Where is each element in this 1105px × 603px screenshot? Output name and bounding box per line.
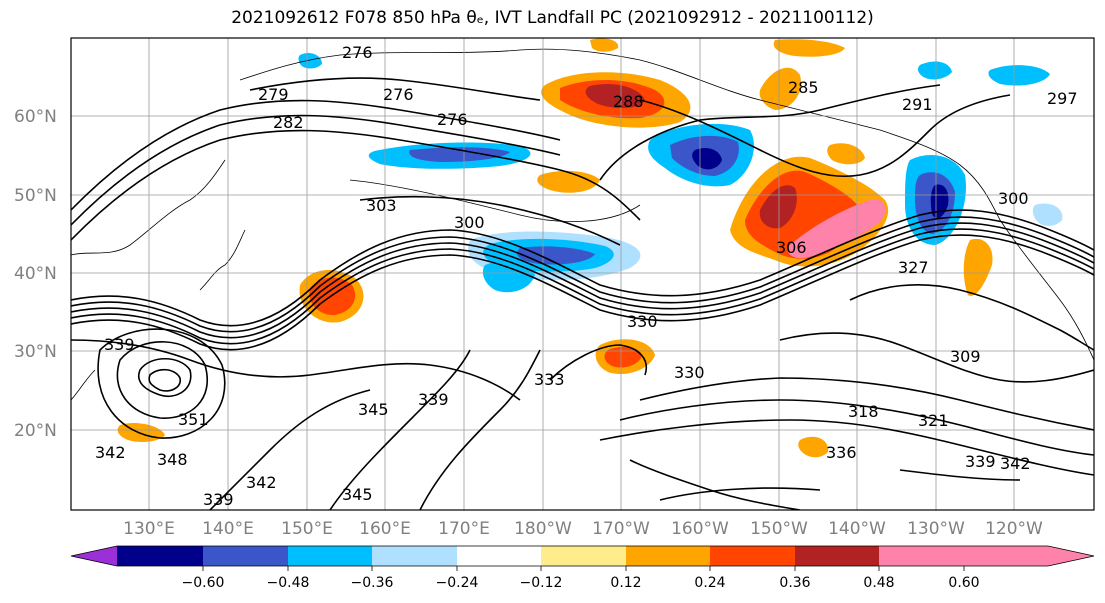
latitude-labels: 20°N 30°N 40°N 50°N 60°N [14,107,57,441]
contour-label: 279 [258,85,289,104]
colorbar-tick-label: 0.24 [694,575,725,591]
colorbar-tick-label: 0.60 [948,575,979,591]
contour-label: 342 [95,443,126,462]
contour-label: 330 [674,363,705,382]
lon-label: 160°E [359,519,411,539]
colorbar-segment [457,546,541,566]
contour-label: 285 [788,78,819,97]
contour-label: 336 [826,443,857,462]
lon-label: 150°E [281,519,333,539]
contour-label: 351 [178,410,209,429]
colorbar-tick-label: −0.12 [520,575,563,591]
contour-label: 333 [534,370,565,389]
contour-label: 339 [965,452,996,471]
lat-label: 20°N [14,421,57,441]
contour-label: 276 [383,85,414,104]
lon-label: 170°W [592,519,650,539]
colorbar-segment [203,546,288,566]
contour-label: 345 [358,400,389,419]
colorbar-tick-label: −0.36 [351,575,394,591]
lat-label: 50°N [14,186,57,206]
colorbar-segment [541,546,626,566]
contour-label: 306 [776,238,807,257]
lon-label: 150°W [750,519,808,539]
colorbar-tick-label: 0.48 [863,575,894,591]
colorbar-tick-label: 0.36 [779,575,810,591]
contour-label: 297 [1047,89,1078,108]
coastlines [71,48,1094,401]
longitude-labels: 130°E 140°E 150°E 160°E 170°E 180°W 170°… [123,519,1043,539]
colorbar-tick-label: −0.48 [267,575,310,591]
contour-label: 339 [203,490,234,509]
contour-labels: 276 279 282 276 276 288 285 291 297 303 … [95,43,1078,509]
contour-label: 303 [366,196,397,215]
contour-label: 342 [1000,454,1031,473]
contour-label: 300 [454,213,485,232]
contour-label: 276 [342,43,373,62]
colorbar-tick-label: −0.60 [182,575,225,591]
contour-label: 348 [157,450,188,469]
colorbar-segment [879,546,964,566]
colorbar-segment [626,546,710,566]
colorbar-segment [117,546,203,566]
contour-label: 345 [342,485,373,504]
theta-e-contours [71,77,1094,510]
lon-label: 170°E [438,519,490,539]
contour-label: 282 [273,113,304,132]
colorbar-extend-low [71,546,117,566]
contour-label: 309 [950,347,981,366]
lon-label: 180°W [514,519,572,539]
lat-label: 40°N [14,264,57,284]
contour-label: 327 [898,258,929,277]
colorbar-tick-label: −0.24 [436,575,479,591]
colorbar-extend-high [964,546,1094,566]
lat-label: 60°N [14,107,57,127]
colorbar-segment [795,546,879,566]
lon-label: 130°E [123,519,175,539]
map-frame [70,37,1095,511]
colorbar-segment [710,546,795,566]
contour-label: 321 [918,411,949,430]
anomaly-shading [117,38,1063,458]
colorbar-segment [288,546,372,566]
contour-label: 339 [104,335,135,354]
contour-label: 318 [848,402,879,421]
contour-label: 300 [998,189,1029,208]
contour-label: 276 [437,110,468,129]
graticule [71,38,1094,510]
colorbar-tick-label: 0.12 [610,575,641,591]
contour-label: 288 [613,92,644,111]
contour-label: 330 [627,312,658,331]
lon-label: 130°W [907,519,965,539]
lon-label: 120°W [985,519,1043,539]
colorbar-segment [372,546,457,566]
contour-label: 339 [418,390,449,409]
lat-label: 30°N [14,342,57,362]
colorbar: −0.60 −0.48 −0.36 −0.24 −0.12 0.12 0.24 … [70,545,1095,591]
lon-label: 140°W [828,519,886,539]
contour-label: 291 [902,95,933,114]
lon-label: 160°W [671,519,729,539]
map-title: 2021092612 F078 850 hPa θₑ, IVT Landfall… [231,8,874,28]
contour-label: 342 [246,473,277,492]
lon-label: 140°E [202,519,254,539]
